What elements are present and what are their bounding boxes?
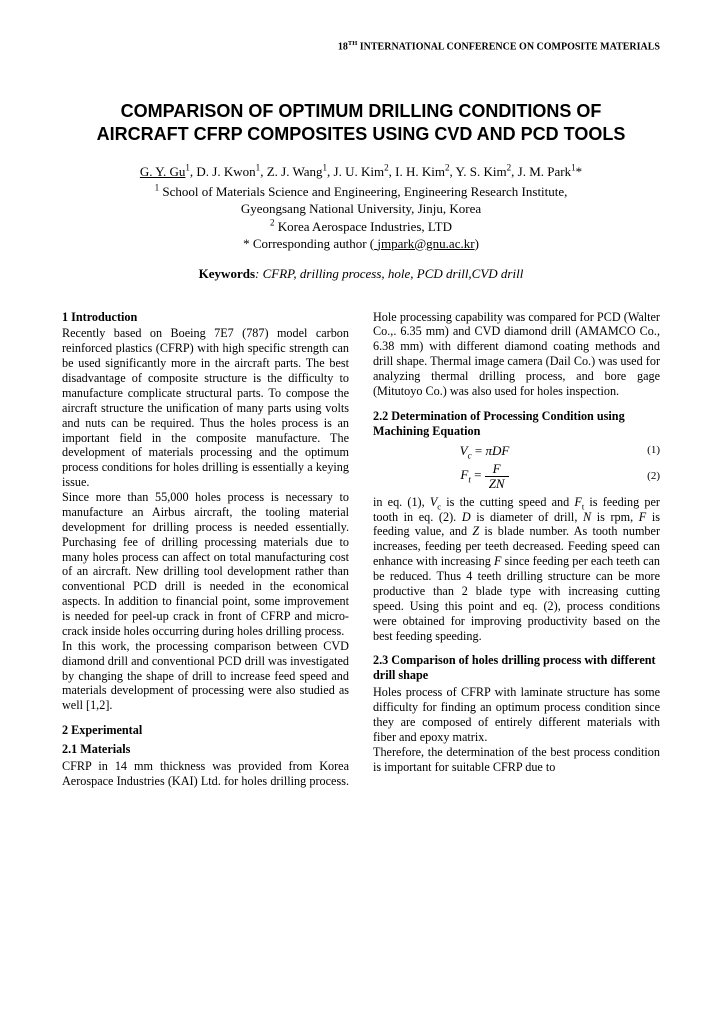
corr-email: jmpark@gnu.ac.kr [374, 236, 474, 251]
affiliation-1: 1 School of Materials Science and Engine… [62, 183, 660, 201]
affiliation-2: 2 Korea Aerospace Industries, LTD [62, 218, 660, 236]
eq-2-number: (2) [636, 470, 660, 483]
section-2-2-p1: in eq. (1), Vc is the cutting speed and … [373, 495, 660, 644]
body-columns: 1 Introduction Recently based on Boeing … [62, 310, 660, 789]
affiliation-1b: Gyeongsang National University, Jinju, K… [62, 200, 660, 218]
eq-1-number: (1) [636, 444, 660, 457]
section-1-head: 1 Introduction [62, 310, 349, 325]
paper-title: COMPARISON OF OPTIMUM DRILLING CONDITION… [62, 100, 660, 145]
section-2-1-head: 2.1 Materials [62, 742, 349, 757]
author-1: G. Y. Gu [140, 164, 186, 179]
corresponding-author: * Corresponding author ( jmpark@gnu.ac.k… [62, 236, 660, 252]
section-1-p3: In this work, the processing comparison … [62, 639, 349, 713]
section-1-p2: Since more than 55,000 holes process is … [62, 490, 349, 639]
section-1-p1: Recently based on Boeing 7E7 (787) model… [62, 326, 349, 490]
authors-line: G. Y. Gu1, D. J. Kwon1, Z. J. Wang1, J. … [62, 163, 660, 181]
section-2-3-p2: Therefore, the determination of the best… [373, 745, 660, 775]
title-line-1: COMPARISON OF OPTIMUM DRILLING CONDITION… [121, 101, 602, 121]
keywords: Keywords: CFRP, drilling process, hole, … [62, 266, 660, 282]
section-2-head: 2 Experimental [62, 723, 349, 738]
section-2-2-head: 2.2 Determination of Processing Conditio… [373, 409, 660, 439]
section-2-3-head: 2.3 Comparison of holes drilling process… [373, 653, 660, 683]
title-line-2: AIRCRAFT CFRP COMPOSITES USING CVD AND P… [97, 124, 626, 144]
section-2-3-p1: Holes process of CFRP with laminate stru… [373, 685, 660, 745]
keywords-list: : CFRP, drilling process, hole, PCD dril… [255, 266, 523, 281]
equation-1: Vc = πDF (1) Ft = FZN (2) [373, 443, 660, 491]
conference-header: 18TH 18TH INTERNATIONAL CONFERENCE ON CO… [62, 40, 660, 52]
keywords-label: Keywords [199, 266, 255, 281]
